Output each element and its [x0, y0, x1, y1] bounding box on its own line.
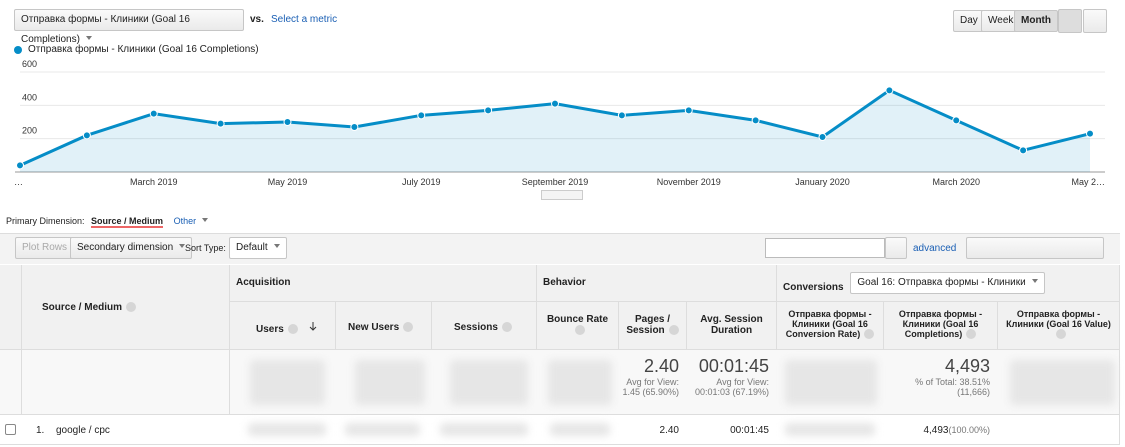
x-tick-label: January 2020	[795, 177, 850, 187]
blurred-value	[250, 360, 325, 405]
blurred-value	[440, 423, 528, 436]
col-header[interactable]: Отправка формы - Клиники (Goal 16 Comple…	[884, 302, 998, 350]
point	[952, 116, 961, 125]
point	[82, 131, 91, 140]
col-header[interactable]: Pages / Session	[619, 302, 687, 350]
col-header[interactable]: Avg. Session Duration	[687, 302, 777, 350]
point	[16, 161, 24, 170]
x-tick-label: July 2019	[402, 177, 441, 187]
x-tick-label: March 2019	[130, 177, 178, 187]
blurred-value	[450, 360, 528, 405]
point	[350, 123, 359, 131]
point	[751, 116, 760, 125]
dimension-value[interactable]: Source / Medium	[91, 216, 164, 228]
point	[818, 133, 827, 141]
row-duration: 00:01:45	[730, 425, 769, 436]
vs-label: vs.	[250, 14, 264, 25]
blurred-value	[785, 360, 877, 405]
goal-select[interactable]: Goal 16: Отправка формы - Клиники	[850, 272, 1045, 294]
cell	[22, 350, 230, 415]
row-index: 1.	[36, 425, 45, 436]
x-tick-label: …	[14, 177, 23, 187]
blurred-value	[548, 360, 612, 405]
pages-session-total: 2.40 Avg for View: 1.45 (65.90%)	[622, 356, 679, 397]
col-header[interactable]: Bounce Rate	[537, 302, 619, 350]
advanced-link[interactable]: advanced	[913, 243, 957, 254]
data-row	[0, 415, 1120, 445]
col-header[interactable]: New Users	[336, 302, 432, 350]
blurred-value	[550, 423, 610, 436]
select-all[interactable]	[0, 265, 22, 350]
legend-dot	[14, 46, 22, 54]
blurred-value	[785, 423, 875, 436]
dimension-bar: Primary Dimension: Source / Medium Other	[6, 216, 209, 228]
col-header[interactable]: Отправка формы - Клиники (Goal 16 Value)	[998, 302, 1120, 350]
chart-collapse[interactable]	[541, 190, 583, 200]
sort-arrow	[309, 322, 317, 331]
line-chart-toggle[interactable]	[1058, 9, 1082, 33]
x-tick-label: September 2019	[522, 177, 589, 187]
y-tick-label: 400	[22, 92, 37, 102]
area	[20, 90, 1090, 172]
chart: 200 400 600 … March 2019 May 2019 July 2019 Sep…	[14, 60, 1105, 187]
blurred-value	[355, 360, 425, 405]
x-tick-label: November 2019	[657, 177, 721, 187]
row-completions: 4,493(100.00%)	[923, 425, 990, 436]
point	[417, 111, 426, 120]
sort-type-label: Sort Type:	[185, 243, 226, 253]
col-header[interactable]: Source / Medium	[22, 265, 230, 350]
x-tick-label: May 2…	[1071, 177, 1105, 187]
sort-type-select[interactable]: Default	[229, 237, 287, 259]
point	[216, 119, 225, 128]
point	[551, 99, 559, 108]
row-source[interactable]: google / cpc	[56, 425, 110, 436]
point	[1086, 129, 1094, 138]
x-tick-label: March 2020	[932, 177, 980, 187]
group-header: Conversions Goal 16: Отправка формы - Кл…	[777, 265, 1120, 302]
metric-select[interactable]: Отправка формы - Клиники (Goal 16 Comple…	[14, 9, 244, 45]
point	[684, 106, 693, 115]
col-header[interactable]: Отправка формы - Клиники (Goal 16 Conver…	[777, 302, 884, 350]
point	[283, 118, 292, 126]
y-tick-label: 200	[22, 126, 37, 136]
point	[885, 86, 894, 95]
legend-label: Отправка формы - Клиники (Goal 16 Comple…	[28, 44, 259, 55]
col-header[interactable]: Sessions	[432, 302, 537, 350]
group-header: Acquisition	[230, 265, 537, 302]
secondary-dimension[interactable]: Secondary dimension	[70, 237, 193, 259]
search-input[interactable]	[765, 238, 885, 258]
search-button[interactable]	[885, 237, 907, 259]
point	[617, 111, 626, 120]
month-button[interactable]: Month	[1014, 10, 1058, 32]
blurred-value	[1010, 360, 1115, 405]
col-header[interactable]: Users	[230, 302, 336, 350]
point	[1019, 146, 1028, 155]
completions-total: 4,493% of Total: 38.51% (11,666)	[915, 356, 990, 397]
duration-total: 00:01:45 Avg for View: 00:01:03 (67.19%)	[694, 356, 769, 397]
select-metric[interactable]: Select a metric	[271, 14, 338, 25]
y-tick-label: 600	[22, 60, 37, 69]
point	[149, 109, 158, 118]
point	[484, 106, 493, 115]
motion-chart-toggle[interactable]	[1083, 9, 1107, 33]
plot-rows[interactable]: Plot Rows	[15, 237, 75, 259]
group-header: Behavior	[537, 265, 777, 302]
blurred-value	[248, 423, 326, 436]
dimension-other[interactable]: Other	[174, 216, 209, 226]
cell	[0, 350, 22, 415]
row-pages-session: 2.40	[659, 425, 679, 436]
blurred-value	[345, 423, 420, 436]
dimension-label: Primary Dimension:	[6, 216, 85, 226]
row-checkbox[interactable]	[5, 424, 16, 435]
view-toggles[interactable]	[966, 237, 1104, 259]
x-tick-label: May 2019	[268, 177, 308, 187]
